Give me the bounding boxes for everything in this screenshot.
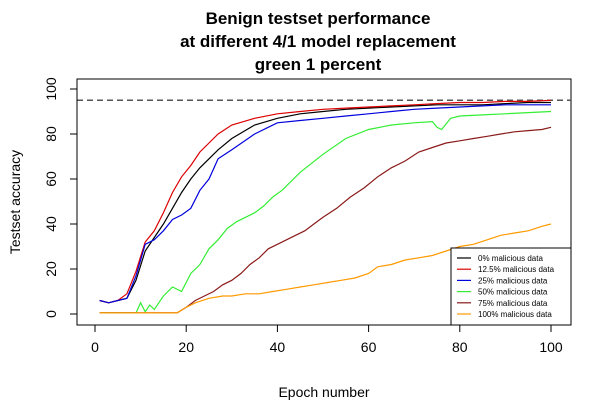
- series-layer: [99, 99, 552, 314]
- series-line-2: [99, 104, 551, 304]
- legend-label-3: 50% malicious data: [478, 288, 548, 297]
- legend-label-0: 0% malicious data: [478, 254, 543, 263]
- series-line-0: [99, 101, 551, 304]
- x-tick-label-5: 100: [539, 339, 563, 355]
- legend-box: [450, 247, 572, 326]
- x-tick-label-1: 20: [178, 339, 194, 355]
- y-tick-label-0: 0: [43, 310, 59, 318]
- x-tick-label-2: 40: [270, 339, 286, 355]
- legend-label-4: 75% malicious data: [478, 299, 548, 308]
- y-tick-label-2: 40: [43, 216, 59, 232]
- series-line-1: [99, 99, 552, 304]
- legend-label-5: 100% malicious data: [478, 310, 552, 319]
- series-line-4: [99, 126, 552, 314]
- x-tick-label-4: 80: [452, 339, 468, 355]
- y-tick-label-1: 20: [43, 261, 59, 277]
- y-tick-label-3: 60: [43, 171, 59, 187]
- y-tick-label-4: 80: [43, 126, 59, 142]
- legend: 0% malicious data 12.5% malicious data 25%…: [450, 247, 572, 326]
- axes-layer: 0 20 40 60 80 100 0 20 40 60 80 100: [43, 77, 563, 355]
- x-axis-label: Epoch number: [278, 384, 369, 400]
- y-tick-label-5: 100: [43, 77, 59, 101]
- series-line-3: [99, 110, 552, 314]
- series-line-5: [99, 223, 552, 314]
- legend-label-1: 12.5% malicious data: [478, 265, 555, 274]
- chart-title-line-3: green 1 percent: [255, 55, 382, 74]
- chart-title-line-2: at different 4/1 model replacement: [180, 32, 456, 51]
- x-tick-label-0: 0: [91, 339, 99, 355]
- chart-title-line-1: Benign testset performance: [206, 9, 431, 28]
- x-tick-label-3: 60: [361, 339, 377, 355]
- y-axis-label: Testset accuracy: [7, 150, 23, 254]
- legend-label-2: 25% malicious data: [478, 276, 548, 285]
